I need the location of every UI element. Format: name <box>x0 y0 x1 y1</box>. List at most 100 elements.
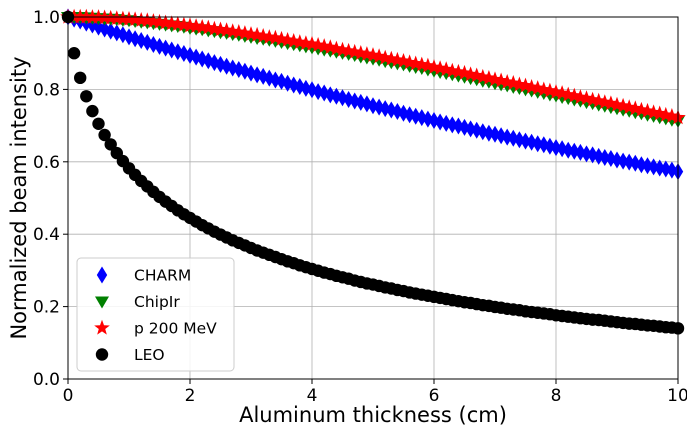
y-tick-label: 0.6 <box>33 153 60 173</box>
series-layer <box>60 8 686 335</box>
data-point <box>86 104 99 118</box>
data-point <box>495 127 507 145</box>
data-point <box>67 47 81 60</box>
y-tick-label: 0.4 <box>33 225 60 245</box>
data-point <box>593 147 604 165</box>
data-point <box>581 145 592 163</box>
data-point <box>489 125 501 143</box>
data-point <box>123 28 135 46</box>
data-point <box>532 135 543 153</box>
x-tick-label: 8 <box>551 386 562 406</box>
data-point <box>587 146 598 164</box>
data-point <box>508 129 519 147</box>
data-point <box>416 109 427 127</box>
data-point <box>133 12 149 27</box>
data-point <box>569 142 580 160</box>
data-point <box>398 104 409 122</box>
plot-frame <box>67 16 679 380</box>
data-point <box>300 79 312 97</box>
data-point <box>270 71 281 89</box>
data-point <box>660 160 671 178</box>
data-point <box>465 120 476 138</box>
data-point <box>331 87 342 105</box>
series-charm <box>62 8 684 181</box>
data-point <box>648 158 659 176</box>
data-point <box>404 106 415 124</box>
legend-marker <box>94 319 110 335</box>
data-point <box>98 128 111 142</box>
data-point <box>550 139 562 157</box>
x-tick-label: 4 <box>307 386 318 406</box>
data-point <box>624 153 635 171</box>
data-point <box>367 97 379 115</box>
data-point <box>630 154 641 172</box>
data-point <box>538 136 549 154</box>
data-point <box>99 20 110 38</box>
data-point <box>422 110 434 128</box>
data-point <box>288 76 299 94</box>
data-point <box>526 133 537 151</box>
data-point <box>617 152 629 170</box>
data-point <box>483 124 495 142</box>
data-point <box>654 159 665 177</box>
data-point <box>447 116 458 134</box>
data-point <box>520 132 531 150</box>
data-point <box>373 98 385 116</box>
data-point <box>215 55 226 73</box>
data-point <box>184 46 196 64</box>
data-point <box>434 113 446 131</box>
legend-box <box>76 257 235 372</box>
data-point <box>453 117 464 135</box>
y-tick-label: 0.8 <box>33 80 60 100</box>
data-point <box>92 117 105 130</box>
data-point <box>605 150 617 168</box>
legend: CHARM ChipIr p 200 MeV LEO <box>76 257 235 372</box>
data-point <box>563 141 574 159</box>
legend-label: CHARM <box>134 267 191 285</box>
data-point <box>227 59 238 77</box>
series-leo <box>61 10 685 335</box>
data-point <box>502 128 513 146</box>
data-point <box>642 157 653 175</box>
data-point <box>154 37 165 55</box>
x-tick-label: 6 <box>429 386 440 406</box>
data-point <box>380 100 391 118</box>
data-point <box>104 138 117 151</box>
data-point <box>343 91 354 109</box>
legend-label: ChipIr <box>134 293 180 311</box>
data-point <box>312 83 324 101</box>
y-tick-label: 1.0 <box>33 8 60 28</box>
data-point <box>514 131 525 149</box>
legend-label: p 200 MeV <box>134 320 217 338</box>
data-point <box>441 114 452 132</box>
y-tick-label: 0.2 <box>33 298 60 318</box>
data-point <box>410 107 421 125</box>
data-point <box>611 151 623 169</box>
x-tick-label: 0 <box>63 386 74 406</box>
data-point <box>544 137 556 155</box>
data-point <box>459 118 470 136</box>
x-tick-label: 10 <box>667 386 687 406</box>
legend-marker <box>95 348 109 361</box>
data-point <box>666 161 678 179</box>
data-point <box>72 8 88 24</box>
y-axis-label: Normalized beam intensity <box>7 56 31 339</box>
data-point <box>471 121 482 139</box>
data-point <box>251 66 263 84</box>
data-point <box>105 22 116 40</box>
ticks: 0 2 4 6 8 10 0.0 0.2 0.4 0.6 0.8 1.0 <box>33 8 687 406</box>
legend-label: LEO <box>134 346 165 364</box>
y-tick-label: 0.0 <box>33 370 60 390</box>
data-point <box>115 10 131 26</box>
legend-marker <box>95 296 109 309</box>
data-point <box>349 92 360 110</box>
data-point <box>477 123 488 141</box>
data-point <box>575 143 586 161</box>
data-point <box>74 71 87 85</box>
data-point <box>636 156 647 174</box>
data-point <box>78 8 95 24</box>
data-point <box>325 86 336 104</box>
data-point <box>386 101 397 119</box>
data-point <box>355 93 366 111</box>
